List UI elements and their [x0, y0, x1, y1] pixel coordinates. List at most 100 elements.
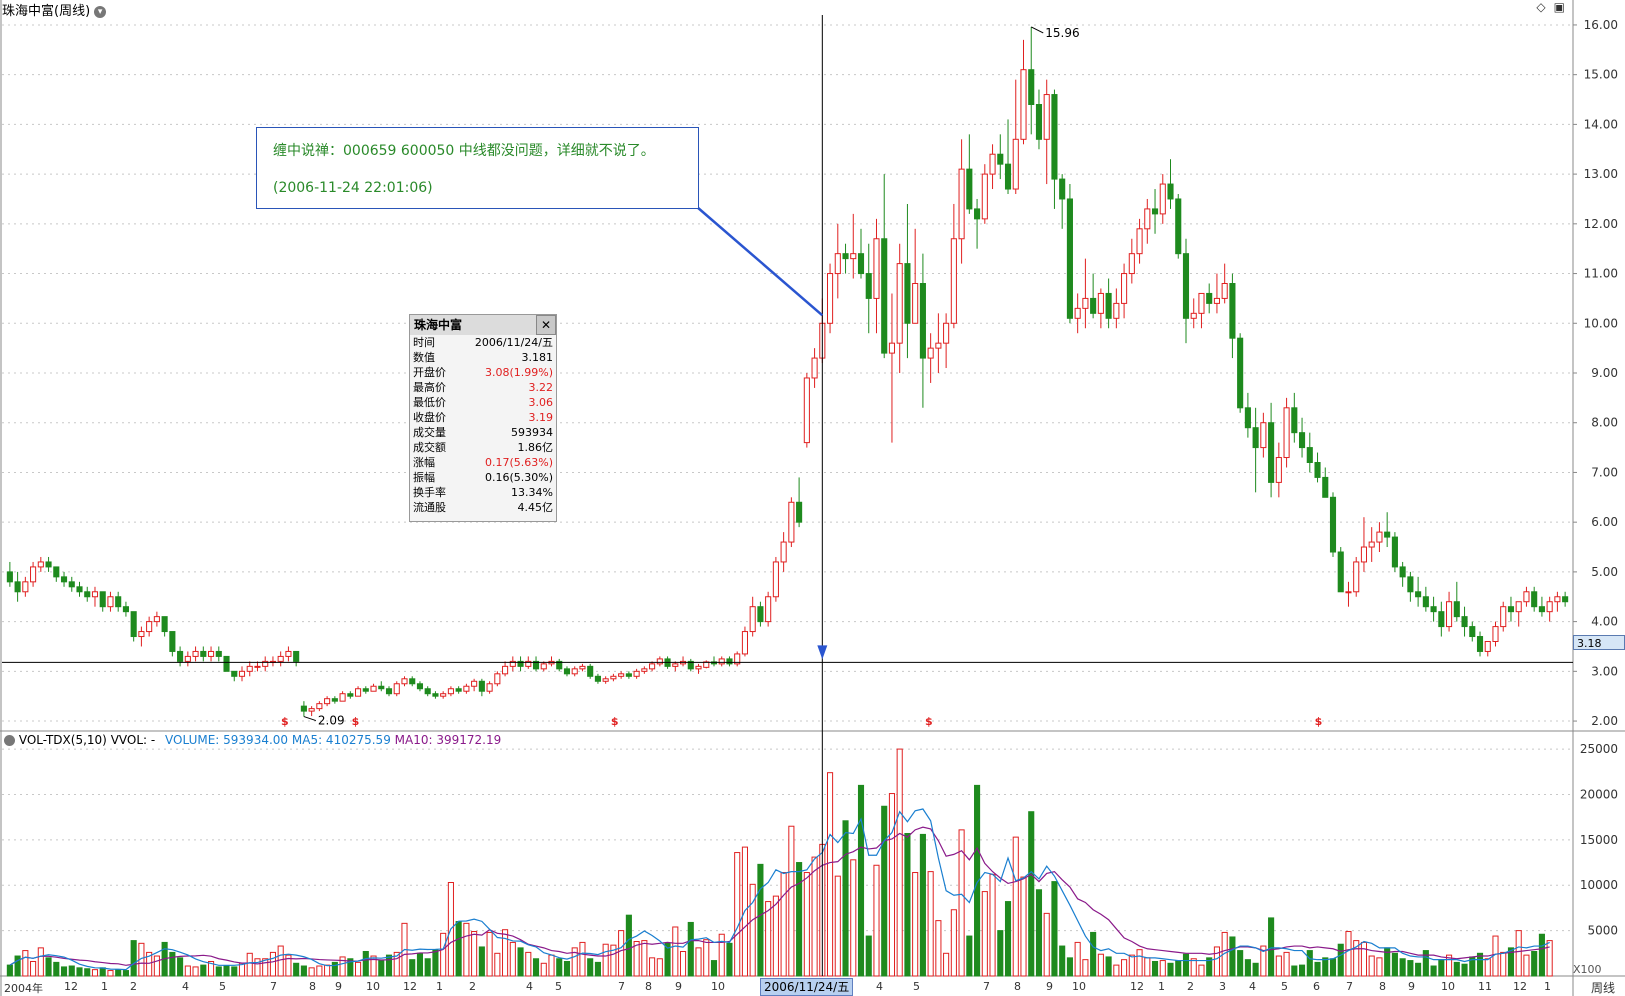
volume-bar [1291, 965, 1298, 977]
date-tick-label: 2 [1187, 980, 1194, 993]
price-tick-label: 7.00 [1591, 465, 1618, 479]
candle-body [842, 253, 849, 260]
candle-body [1538, 606, 1545, 613]
ma5-value: MA5: 410275.59 [291, 733, 391, 747]
volume-bar [1360, 941, 1368, 977]
volume-header: VOL-TDX(5,10) VVOL: - VOLUME: 593934.00 … [4, 733, 501, 747]
volume-bar [1082, 959, 1089, 977]
volume-bar [339, 956, 346, 977]
annotation-box[interactable]: 缠中说禅：000659 600050 中线都没问题，详细就不说了。 (2006-… [256, 127, 699, 209]
volume-bar [509, 941, 516, 977]
candle-body [424, 688, 431, 695]
dividend-marker-icon: $ [352, 715, 360, 728]
candle-body [177, 650, 184, 662]
volume-bar [718, 933, 725, 977]
candle-body [169, 631, 176, 652]
candle-body [1368, 541, 1375, 548]
date-tick-label: 12 [64, 980, 78, 993]
volume-bar [1136, 949, 1143, 977]
info-panel[interactable]: 珠海中富 ✕ 时间 2006/11/24/五 数值 3.181 开盘价 3.08(1.99… [409, 314, 557, 522]
volume-bar [293, 962, 300, 977]
candle-body [772, 561, 779, 598]
volume-bar [153, 955, 160, 977]
annotation-time: (2006-11-24 22:01:06) [273, 180, 433, 196]
price-tick-label: 2.00 [1591, 714, 1618, 728]
candle-body [184, 655, 191, 662]
candle-body [1469, 626, 1476, 638]
candle-body [14, 581, 21, 593]
date-tick-label: 2004年 [4, 982, 43, 995]
date-tick-label: 1 [1544, 980, 1551, 993]
volume-bar [1252, 962, 1259, 977]
candle-body [1035, 104, 1043, 140]
candle-body [1252, 427, 1259, 449]
date-tick-label: 7 [983, 980, 990, 993]
date-tick-label: 12 [1130, 980, 1144, 993]
date-tick-label: 7 [1346, 980, 1353, 993]
volume-bar [981, 891, 988, 977]
volume-bar [1121, 959, 1128, 977]
chevron-down-icon[interactable]: ▾ [94, 5, 107, 18]
volume-bar [45, 957, 52, 977]
date-tick-label: 1 [101, 980, 108, 993]
volume-bar [1476, 952, 1484, 977]
info-panel-header: 珠海中富 ✕ [410, 315, 556, 335]
annotation-text: 缠中说禅：000659 600050 中线都没问题，详细就不说了。 [273, 143, 655, 159]
volume-bar [1012, 836, 1019, 977]
candle-body [834, 253, 841, 275]
candle-body [811, 357, 818, 379]
candle-body [1182, 253, 1190, 319]
date-tick-label: 9 [1408, 980, 1415, 993]
crosshair-price-tag: 3.18 [1573, 635, 1625, 650]
info-row: 最低价 3.06 [410, 395, 556, 410]
candle-body [254, 665, 261, 668]
dividend-marker-icon: $ [281, 715, 289, 728]
candle-body [1453, 601, 1460, 618]
volume-tick-label: 25000 [1580, 742, 1618, 756]
candle-body [734, 653, 741, 665]
date-tick-label: 2 [130, 980, 137, 993]
volume-bar [177, 957, 184, 977]
restore-icon[interactable]: ▣ [1553, 0, 1565, 14]
info-value: 0.16(5.30%) [484, 471, 553, 484]
candle-body [1345, 591, 1352, 594]
info-value: 3.08(1.99%) [484, 366, 553, 379]
volume-bar [571, 947, 578, 977]
price-tick-label: 3.00 [1591, 664, 1618, 678]
volume-bar [1453, 961, 1460, 977]
info-panel-rows: 时间 2006/11/24/五 数值 3.181 开盘价 3.08(1.99%) 最高价 3.… [410, 335, 556, 515]
volume-bar [1244, 959, 1251, 977]
candle-body [378, 685, 385, 690]
volume-bar [811, 856, 818, 977]
period-label[interactable]: 周线 [1590, 981, 1615, 995]
info-row: 成交量 593934 [410, 425, 556, 440]
volume-bar [53, 961, 60, 977]
volume-value: VOLUME: 593934.00 [165, 733, 289, 747]
low-marker-line [303, 716, 317, 722]
volume-bar [966, 935, 973, 977]
volume-indicator-name[interactable]: VOL-TDX(5,10) [18, 733, 107, 747]
candle-body [656, 658, 663, 665]
current-date-label: 2006/11/24/五 [760, 978, 854, 996]
date-tick-label: 9 [675, 980, 682, 993]
volume-bar [842, 820, 849, 977]
volume-bar [1260, 945, 1267, 977]
diamond-icon[interactable]: ◇ [1536, 0, 1546, 14]
indicator-menu-icon[interactable] [4, 735, 15, 746]
vvol-value: VVOL: - [110, 733, 156, 747]
volume-bar [563, 960, 571, 977]
volume-bar [146, 951, 153, 977]
candle-body [355, 688, 362, 697]
info-value: 1.86亿 [517, 441, 554, 454]
candle-body [912, 283, 919, 324]
candle-body [53, 566, 60, 578]
close-icon[interactable]: ✕ [536, 315, 556, 335]
info-value: 4.45亿 [517, 501, 554, 514]
price-tick-label: 6.00 [1591, 515, 1618, 529]
date-tick-label: 3 [1219, 980, 1226, 993]
volume-bar [409, 959, 416, 977]
info-value: 3.19 [528, 411, 554, 424]
candle-body [1391, 536, 1398, 568]
volume-bar [1190, 958, 1197, 977]
